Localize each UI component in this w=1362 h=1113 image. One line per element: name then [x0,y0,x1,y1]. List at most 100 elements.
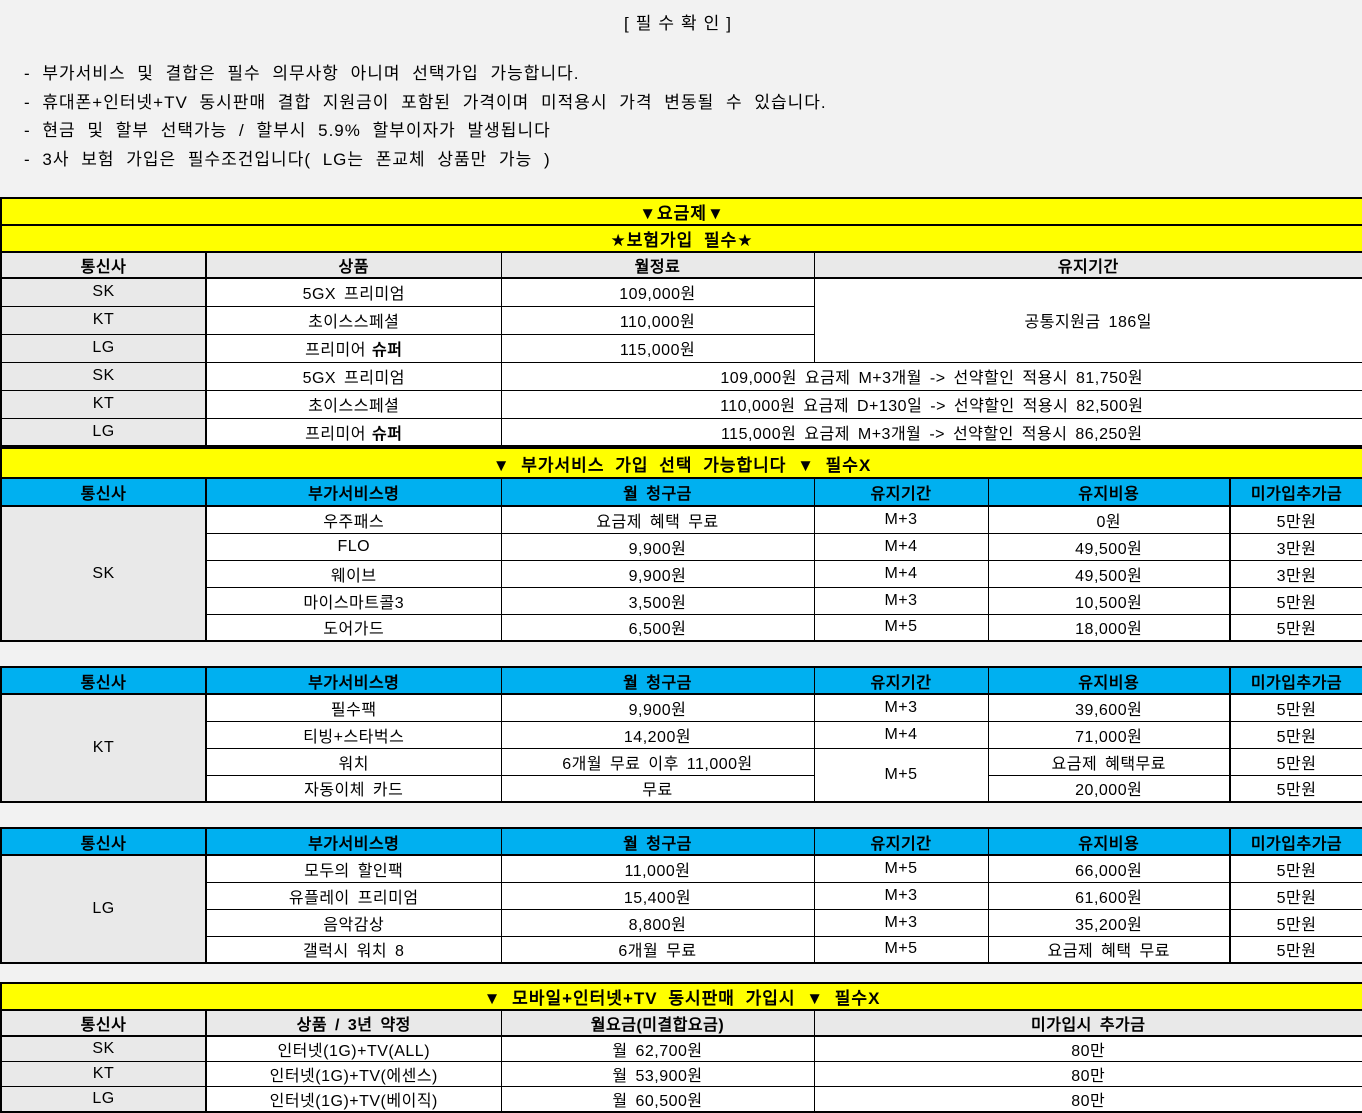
bundle-col-header-carrier: 통신사 [0,1009,207,1037]
monthly-fee-cell: 9,900원 [500,532,815,561]
penalty-cell: 3만원 [1228,559,1362,588]
maintain-cost-cell: 49,500원 [987,559,1231,588]
carrier-cell: SK [0,1035,207,1062]
carrier-cell: KT [0,389,207,419]
maintain-period-cell: M+5 [813,613,989,642]
table-row: KT 초이스스페셜 110,000원 요금제 D+130일 -> 선약할인 적용… [0,389,1362,419]
discount-detail-cell: 115,000원 요금제 M+3개월 -> 선약할인 적용시 86,250원 [500,417,1362,447]
col-header-product: 상품 [205,251,502,279]
discount-detail-cell: 110,000원 요금제 D+130일 -> 선약할인 적용시 82,500원 [500,389,1362,419]
bundle-col-header-penalty: 미가입시 추가금 [813,1009,1362,1037]
product-cell: 5GX 프리미엄 [205,361,502,391]
maintain-cost-cell: 61,600원 [987,881,1231,910]
notice-line: - 부가서비스 및 결합은 필수 의무사항 아니며 선택가입 가능합니다. [24,64,580,83]
carrier-cell: KT [0,1061,207,1087]
addon-col-header-carrier: 통신사 [0,666,207,695]
service-name-cell: 유플레이 프리미엄 [205,881,502,910]
product-cell: 초이스스페셜 [205,305,502,335]
maintain-period-cell: M+3 [813,693,989,722]
maintain-period-cell: M+5 [813,935,989,964]
penalty-cell: 5만원 [1229,774,1362,803]
table-row: 자동이체 카드 무료 20,000원 5만원 [1,774,1362,803]
bundle-banner: ▼ 모바일+인터넷+TV 동시판매 가입시 ▼ 필수X [0,982,1362,1011]
carrier-cell: SK [0,361,207,391]
banner-insurance: ★보험가입 필수★ [0,224,1362,253]
monthly-fee-cell: 6개월 무료 [500,935,815,964]
bundle-product-cell: 인터넷(1G)+TV(에센스) [205,1061,502,1087]
col-header-fee: 월정료 [500,251,815,279]
penalty-cell: 5만원 [1228,586,1362,615]
maintain-cost-cell: 18,000원 [987,613,1231,642]
table-row: LG 인터넷(1G)+TV(베이직) 월 60,500원 80만 [0,1086,1362,1113]
service-name-cell: 필수팩 [205,693,502,722]
notice-line: - 휴대폰+인터넷+TV 동시판매 결합 지원금이 포함된 가격이며 미적용시 … [24,92,827,112]
carrier-cell: LG [0,333,207,363]
maintain-cost-cell: 35,200원 [987,908,1231,937]
maintain-period-cell: M+5 [813,854,989,883]
maintain-cost-cell: 66,000원 [987,854,1231,883]
banner-rate: ▼요금제▼ [0,197,1362,226]
fee-cell: 109,000원 [500,277,815,307]
service-name-cell: 음악감상 [205,908,502,937]
penalty-cell: 5만원 [1229,693,1362,722]
table-row: 워치 6개월 무료 이후 11,000원 M+5 요금제 혜택무료 5만원 [1,747,1362,803]
product-bold: 슈퍼 [371,425,403,443]
maintain-period-cell: M+4 [813,559,989,588]
addon-col-header-fee: 월 청구금 [500,666,815,695]
penalty-cell: 5만원 [1229,908,1362,937]
monthly-fee-cell: 6개월 무료 이후 11,000원 [500,747,815,776]
bundle-penalty-cell: 80만 [813,1061,1362,1087]
addon-col-header-name: 부가서비스명 [205,666,502,695]
table-row: KT 인터넷(1G)+TV(에센스) 월 53,900원 80만 [0,1061,1362,1087]
penalty-cell: 5만원 [1229,720,1362,749]
penalty-cell: 5만원 [1228,505,1362,534]
col-header-period: 유지기간 [813,251,1362,279]
monthly-fee-cell: 14,200원 [500,720,815,749]
product-cell: 5GX 프리미엄 [205,277,502,307]
monthly-fee-cell: 9,900원 [500,559,815,588]
table-row: SK 5GX 프리미엄 109,000원 요금제 M+3개월 -> 선약할인 적… [0,361,1362,391]
maintain-cost-cell: 요금제 혜택 무료 [987,935,1231,964]
monthly-fee-cell: 요금제 혜택 무료 [500,505,815,534]
addon-banner: ▼ 부가서비스 가입 선택 가능합니다 ▼ 필수X [0,447,1362,479]
table-row: LG 프리미어 슈퍼 115,000원 요금제 M+3개월 -> 선약할인 적용시… [0,417,1362,447]
addon-col-header-penalty: 미가입추가금 [1228,477,1362,507]
maintain-period-cell: M+4 [813,532,989,561]
bundle-fee-cell: 월 53,900원 [500,1061,815,1087]
maintain-cost-cell: 10,500원 [987,586,1231,615]
penalty-cell: 5만원 [1229,854,1362,883]
table-row: 갤럭시 워치 8 6개월 무료 M+5 요금제 혜택 무료 5만원 [1,935,1362,964]
carrier-cell: LG [0,1086,207,1113]
product-cell: 프리미어 슈퍼 [205,417,502,447]
service-name-cell: 모두의 할인팩 [205,854,502,883]
maintain-period-cell: M+3 [813,908,989,937]
maintain-period-cell: M+4 [813,720,989,749]
maintain-cost-cell: 요금제 혜택무료 [987,747,1231,776]
notice-line: - 현금 및 할부 선택가능 / 할부시 5.9% 할부이자가 발생됩니다 [24,121,551,140]
penalty-cell: 5만원 [1229,881,1362,910]
addon-col-header-fee: 월 청구금 [500,477,815,507]
carrier-cell: SK [0,277,207,307]
product-cell: 프리미어 슈퍼 [205,333,502,363]
maintain-cost-cell: 39,600원 [987,693,1231,722]
notice-title: [필수확인] [623,14,738,33]
table-row: 도어가드 6,500원 M+5 18,000원 5만원 [1,613,1362,642]
table-row: LG 프리미어 슈퍼 115,000원 [0,333,1362,363]
notice-block: [필수확인] - 부가서비스 및 결합은 필수 의무사항 아니며 선택가입 가능… [0,0,1362,197]
maintain-period-cell: M+3 [813,505,989,534]
monthly-fee-cell: 3,500원 [500,586,815,615]
carrier-cell: KT [0,693,207,803]
monthly-fee-cell: 9,900원 [500,693,815,722]
addon-col-header-name: 부가서비스명 [205,477,502,507]
addon-col-header-period: 유지기간 [813,477,989,507]
discount-detail-cell: 109,000원 요금제 M+3개월 -> 선약할인 적용시 81,750원 [500,361,1362,391]
bundle-penalty-cell: 80만 [813,1035,1362,1062]
addon-col-header-cost: 유지비용 [987,666,1231,695]
table-row: KT 초이스스페셜 110,000원 [0,305,1362,335]
addon-col-header-penalty: 미가입추가금 [1229,666,1362,695]
addon-col-header-cost: 유지비용 [987,477,1231,507]
service-name-cell: 티빙+스타벅스 [205,720,502,749]
table-row: 유플레이 프리미엄 15,400원 M+3 61,600원 5만원 [1,881,1362,910]
maintain-period-cell: M+3 [813,586,989,615]
product-cell: 초이스스페셜 [205,389,502,419]
